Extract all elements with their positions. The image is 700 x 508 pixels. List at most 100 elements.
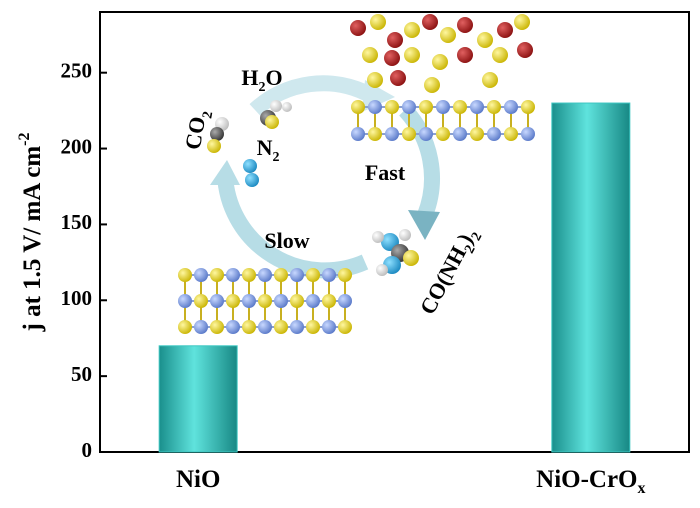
atom: [210, 294, 224, 308]
atom: [390, 70, 406, 86]
cycle-arrow: [217, 174, 369, 279]
atom: [270, 100, 282, 112]
atom: [306, 294, 320, 308]
atom: [436, 127, 450, 141]
y-axis-title: j at 1.5 V/ mA cm-2: [16, 133, 46, 333]
y-tick-label: 250: [61, 59, 93, 83]
atom: [243, 159, 257, 173]
atom: [178, 268, 192, 282]
annotation: CO2: [180, 108, 216, 153]
atom: [457, 47, 473, 63]
atom: [242, 320, 256, 334]
atom: [338, 294, 352, 308]
atom: [403, 250, 419, 266]
atom: [387, 32, 403, 48]
y-axis-title-part: j at 1.5 V/ mA cm: [19, 146, 46, 333]
atom: [453, 100, 467, 114]
x-tick-label-part: x: [638, 480, 646, 497]
atom: [521, 127, 535, 141]
annotation-part: Slow: [264, 228, 309, 253]
atom: [226, 294, 240, 308]
atom: [492, 47, 508, 63]
atom: [245, 173, 259, 187]
atom: [402, 127, 416, 141]
atom: [290, 320, 304, 334]
atom: [372, 231, 384, 243]
atom: [436, 100, 450, 114]
atom: [274, 320, 288, 334]
atom: [210, 268, 224, 282]
atom: [322, 268, 336, 282]
atom: [482, 72, 498, 88]
y-tick-label: 200: [61, 134, 93, 158]
atom: [440, 27, 456, 43]
atom: [178, 294, 192, 308]
atom: [402, 100, 416, 114]
atom: [306, 320, 320, 334]
atom: [384, 50, 400, 66]
atom: [242, 294, 256, 308]
annotation-part: O: [266, 65, 283, 90]
atom: [385, 100, 399, 114]
atom: [210, 320, 224, 334]
atom: [504, 100, 518, 114]
atom: [194, 320, 208, 334]
atom: [367, 72, 383, 88]
atom: [194, 294, 208, 308]
atom: [514, 14, 530, 30]
annotation-part: 2: [272, 150, 279, 165]
illustration: [178, 14, 535, 334]
atom: [521, 100, 535, 114]
atom: [368, 100, 382, 114]
y-axis-title-part: -2: [16, 133, 33, 146]
annotation-part: 2: [200, 110, 216, 119]
atom: [504, 127, 518, 141]
atom: [404, 22, 420, 38]
atom: [258, 268, 272, 282]
atom: [338, 268, 352, 282]
atom: [351, 100, 365, 114]
annotation-part: H: [241, 65, 258, 90]
cycle-arrow: [249, 75, 374, 117]
atom: [338, 320, 352, 334]
atom: [370, 14, 386, 30]
atom: [258, 320, 272, 334]
bar: [551, 102, 631, 453]
atom: [226, 320, 240, 334]
atom: [282, 102, 292, 112]
x-tick-label-part: NiO-CrO: [536, 466, 637, 493]
annotation: Fast: [365, 160, 406, 185]
bar: [158, 345, 238, 453]
atom: [322, 294, 336, 308]
atom: [290, 268, 304, 282]
atom: [178, 320, 192, 334]
atom: [432, 54, 448, 70]
atom: [487, 100, 501, 114]
atom: [497, 22, 513, 38]
cycle-arrow-head: [408, 210, 440, 240]
atom: [194, 268, 208, 282]
annotation: N2: [257, 135, 280, 165]
atom: [351, 127, 365, 141]
atom: [470, 127, 484, 141]
atom: [470, 100, 484, 114]
x-tick-label: NiO-CrOx: [536, 466, 645, 497]
atom: [477, 32, 493, 48]
annotation-part: Fast: [365, 160, 406, 185]
atom: [376, 264, 388, 276]
atom: [422, 14, 438, 30]
atom: [210, 127, 224, 141]
atom: [265, 115, 279, 129]
atom: [290, 294, 304, 308]
atom: [242, 268, 256, 282]
atom: [399, 229, 411, 241]
annotation-part: N: [257, 135, 273, 160]
atom: [368, 127, 382, 141]
atom: [385, 127, 399, 141]
atom: [258, 294, 272, 308]
atom: [306, 268, 320, 282]
y-tick-label: 150: [61, 210, 93, 234]
atom: [457, 17, 473, 33]
atom: [274, 294, 288, 308]
atom: [419, 127, 433, 141]
